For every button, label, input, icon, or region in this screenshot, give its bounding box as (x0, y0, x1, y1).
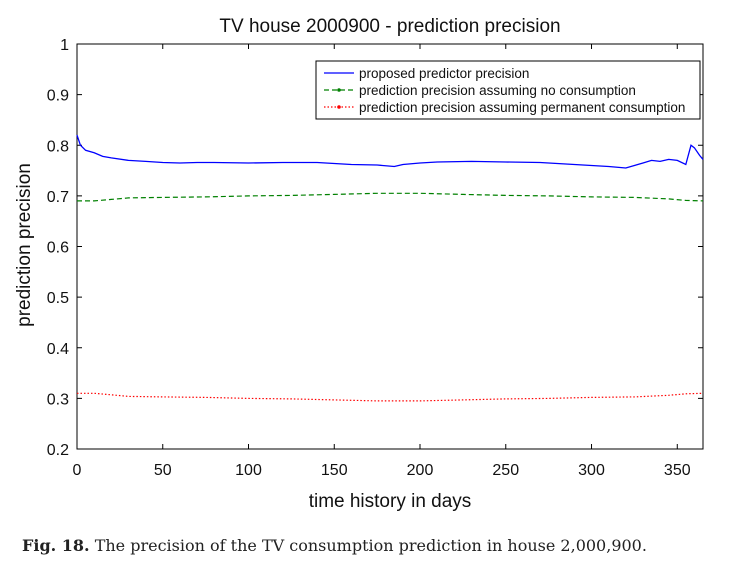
axes: 0 50 100 150 200 250 300 350 0.2 0.3 0.4 0.5 0.6 0.7 0… (47, 37, 703, 479)
legend-marker-3 (337, 105, 341, 109)
x-tick-label: 50 (154, 462, 172, 479)
y-tick-label: 0.8 (47, 138, 69, 155)
caption-text: The precision of the TV consumption pred… (94, 536, 647, 555)
legend: proposed predictor precision prediction p… (315, 60, 701, 120)
legend-marker-2 (337, 88, 341, 92)
legend-label-2: prediction precision assuming no consump… (359, 83, 636, 98)
line-chart: TV house 2000900 - prediction precision … (14, 16, 704, 512)
x-tick-label: 250 (492, 462, 519, 479)
legend-label-1: proposed predictor precision (359, 66, 529, 81)
x-axis-label: time history in days (309, 491, 472, 512)
legend-box (315, 60, 701, 120)
x-tick-label: 300 (578, 462, 605, 479)
y-axis-label: prediction precision (14, 163, 35, 327)
y-tick-label: 0.6 (47, 240, 69, 257)
chart-title: TV house 2000900 - prediction precision (219, 16, 560, 37)
series-line-1 (76, 134, 704, 169)
y-tick-label: 1 (60, 37, 69, 54)
x-tick-label: 350 (664, 462, 691, 479)
series-line-3 (77, 392, 704, 402)
series-line-2 (77, 192, 704, 202)
y-tick-label: 0.4 (47, 341, 69, 358)
y-tick-label: 0.9 (47, 88, 69, 105)
x-tick-label: 0 (73, 462, 82, 479)
y-tick-label: 0.5 (47, 290, 69, 307)
y-tick-label: 0.7 (47, 189, 69, 206)
legend-label-3: prediction precision assuming permanent … (359, 100, 685, 115)
y-tick-label: 0.2 (47, 442, 69, 459)
x-tick-label: 100 (235, 462, 262, 479)
series-group (76, 134, 704, 402)
figure-caption: Fig. 18. The precision of the TV consump… (22, 536, 722, 555)
caption-label: Fig. 18. (22, 536, 90, 555)
x-tick-label: 150 (321, 462, 348, 479)
x-tick-label: 200 (407, 462, 434, 479)
y-tick-label: 0.3 (47, 391, 69, 408)
